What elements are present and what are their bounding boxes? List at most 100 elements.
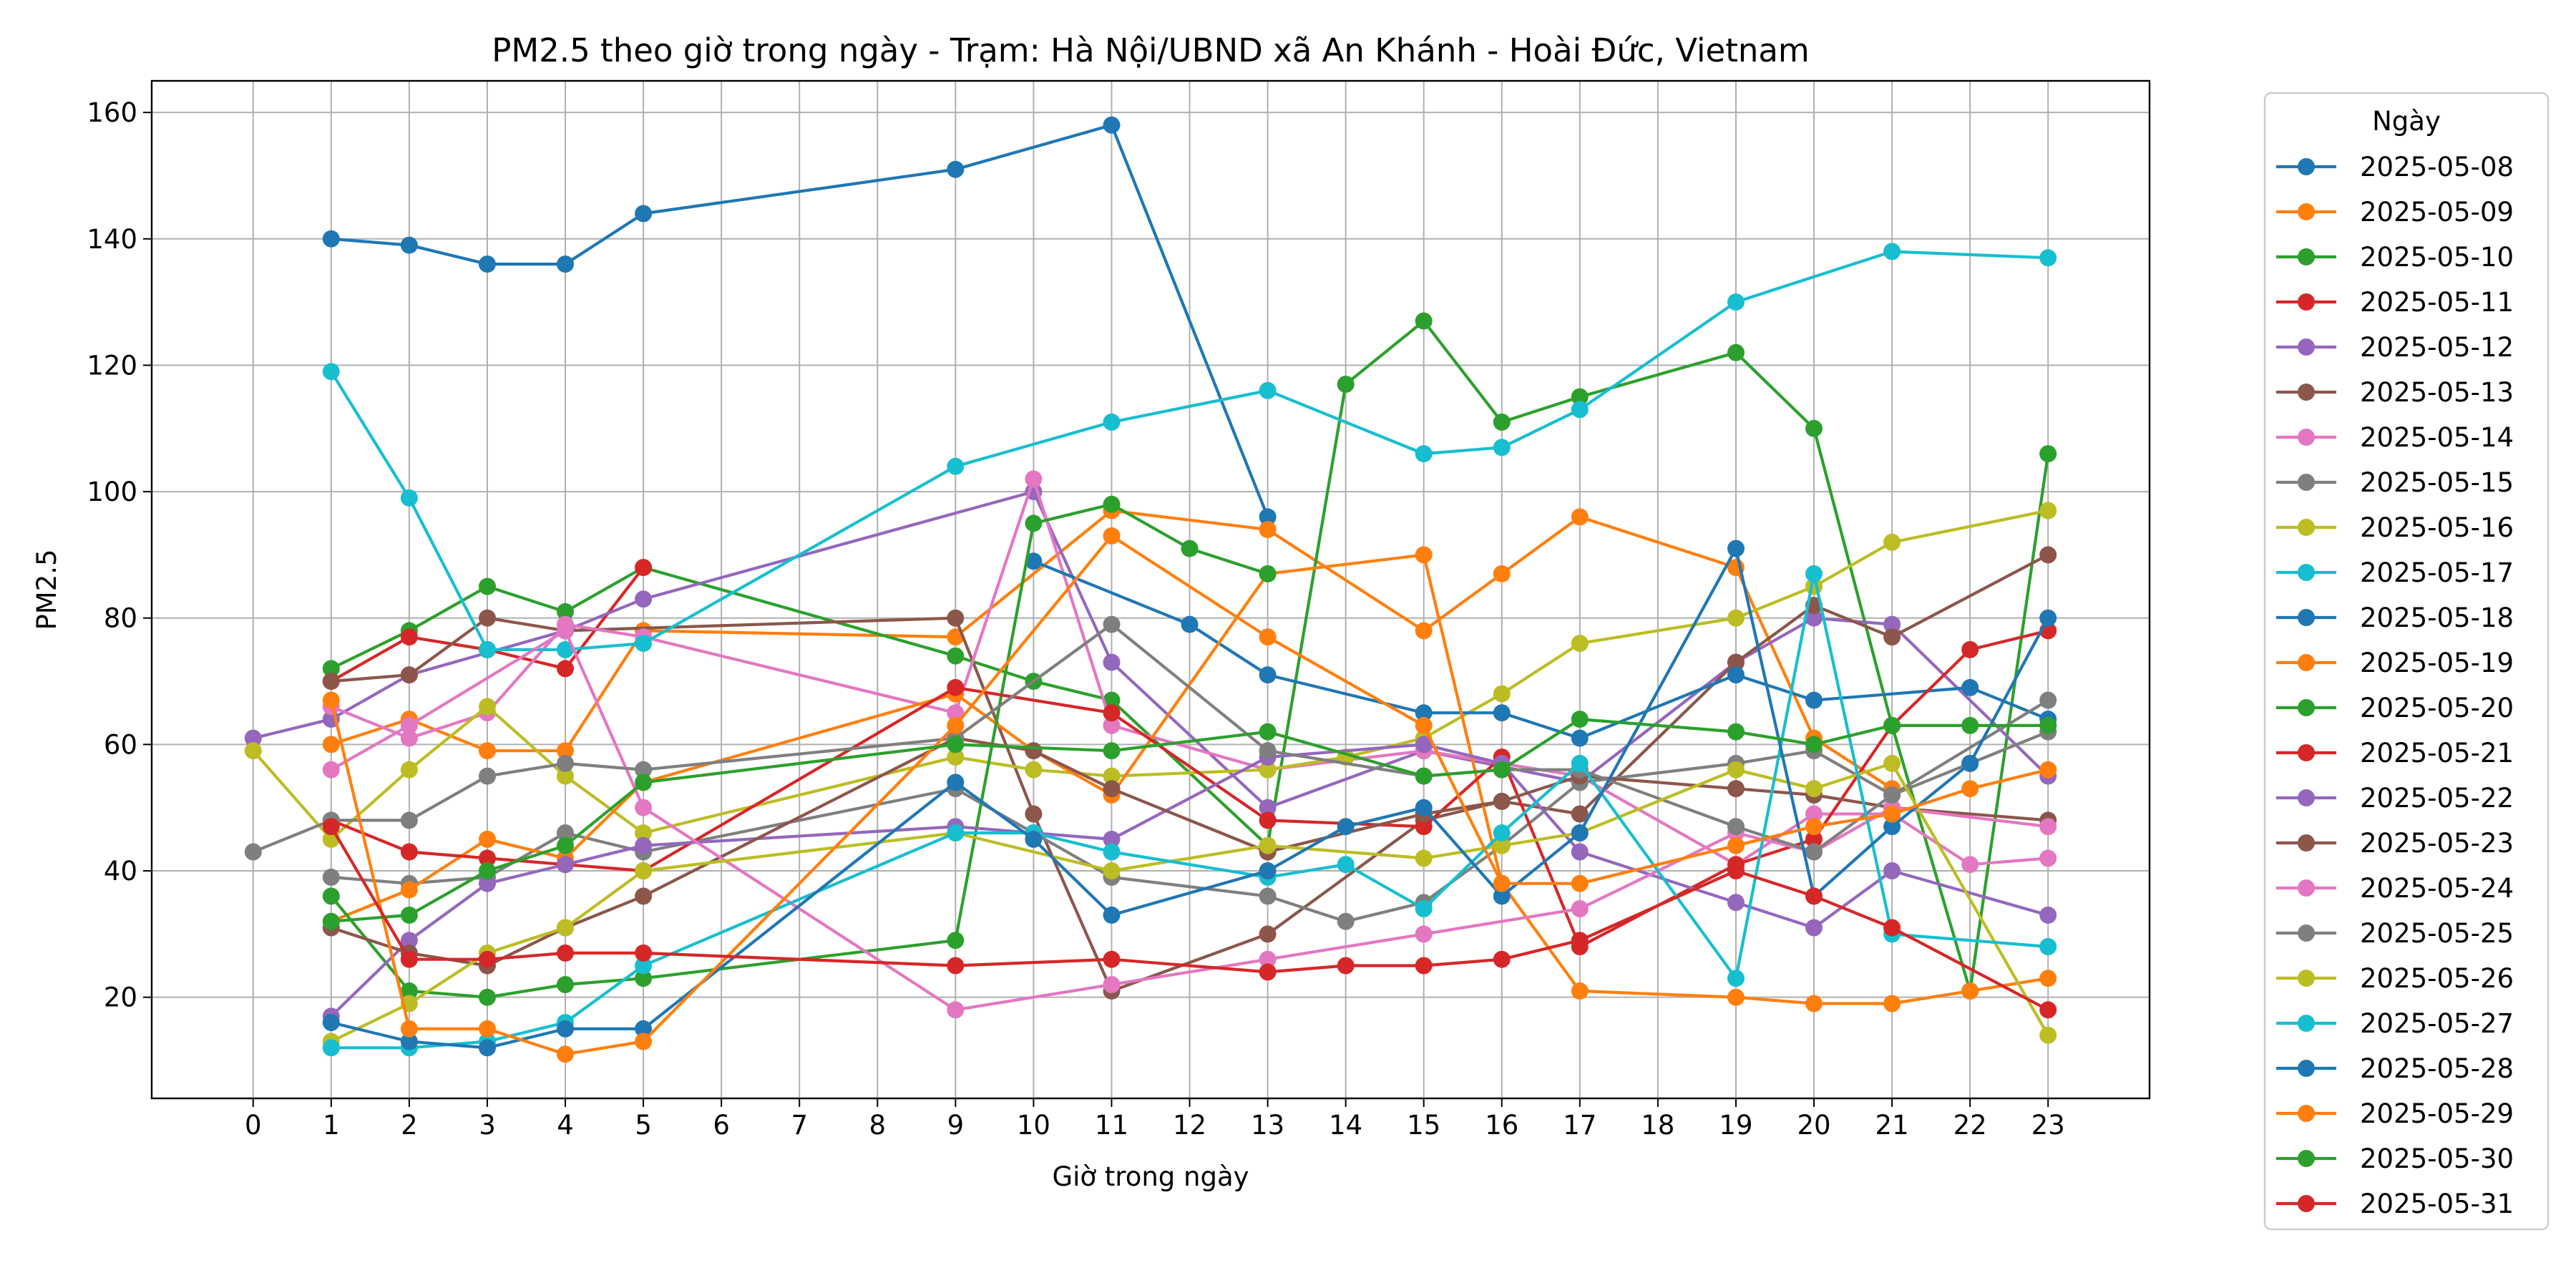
data-point — [557, 754, 574, 772]
legend-item: 2025-05-08 — [2276, 152, 2514, 182]
data-point — [1571, 401, 1589, 419]
x-axis-label: Giờ trong ngày — [1052, 1161, 1249, 1192]
data-point — [400, 1033, 418, 1050]
data-point — [1259, 565, 1277, 582]
data-point — [1181, 540, 1199, 557]
data-point — [1103, 976, 1121, 993]
legend-swatch-marker — [2298, 248, 2315, 265]
legend-item: 2025-05-19 — [2276, 648, 2514, 678]
data-point — [400, 843, 418, 861]
data-point — [1805, 995, 1823, 1013]
data-point — [1415, 957, 1433, 975]
data-point — [1103, 527, 1121, 545]
data-point — [2039, 609, 2057, 627]
data-point — [557, 602, 574, 620]
data-point — [400, 982, 418, 1000]
legend-swatch-marker — [2298, 338, 2315, 356]
data-point — [635, 590, 653, 608]
x-tick-label: 1 — [323, 1110, 340, 1141]
legend-swatch-marker — [2298, 203, 2315, 220]
y-tick-label: 80 — [104, 603, 137, 634]
data-point — [1571, 635, 1589, 653]
x-tick-label: 18 — [1641, 1110, 1674, 1141]
legend-swatch-marker — [2298, 1015, 2315, 1032]
data-point — [1103, 653, 1121, 671]
legend-swatch-marker — [2298, 1150, 2315, 1167]
legend-label: 2025-05-22 — [2360, 783, 2514, 814]
legend-items: 2025-05-08 2025-05-09 2025-05-10 2025-05-11… — [2276, 152, 2514, 1219]
series-2025-05-29 — [322, 527, 2057, 1063]
legend-label: 2025-05-13 — [2360, 377, 2514, 408]
legend-label: 2025-05-20 — [2360, 693, 2514, 723]
series-line — [329, 826, 2049, 1012]
data-point — [400, 729, 418, 747]
data-point — [2039, 1001, 2057, 1019]
data-point — [2039, 938, 2057, 955]
legend-item: 2025-05-28 — [2276, 1053, 2514, 1084]
data-point — [947, 824, 965, 841]
legend-swatch-marker — [2298, 699, 2315, 716]
legend-swatch-marker — [2298, 924, 2315, 942]
legend-swatch-marker — [2298, 158, 2315, 175]
data-point — [557, 742, 574, 760]
legend-label: 2025-05-31 — [2360, 1189, 2514, 1219]
legend-item: 2025-05-17 — [2276, 557, 2514, 588]
data-point — [1883, 243, 1901, 260]
data-point — [400, 236, 418, 254]
data-point — [1571, 874, 1589, 892]
legend-swatch-marker — [2298, 1060, 2315, 1077]
series-line — [331, 477, 2049, 867]
data-point — [635, 1020, 653, 1038]
data-point — [1259, 862, 1277, 879]
data-point — [2039, 970, 2057, 987]
data-point — [322, 1014, 340, 1031]
legend-item: 2025-05-16 — [2276, 512, 2514, 543]
data-point — [322, 691, 340, 709]
data-point — [1103, 691, 1121, 709]
legend-item: 2025-05-30 — [2276, 1143, 2514, 1174]
data-point — [1103, 116, 1121, 134]
data-point — [2039, 502, 2057, 519]
legend-label: 2025-05-30 — [2360, 1143, 2514, 1174]
data-point — [947, 1001, 965, 1019]
data-point — [2039, 716, 2057, 734]
legend-item: 2025-05-24 — [2276, 873, 2514, 904]
data-point — [479, 1020, 496, 1038]
legend-label: 2025-05-29 — [2360, 1098, 2514, 1129]
legend-swatch-marker — [2298, 654, 2315, 671]
x-tick-label: 10 — [1017, 1110, 1050, 1141]
data-point — [1805, 565, 1823, 582]
data-point — [1571, 932, 1589, 950]
x-tick-label: 13 — [1251, 1110, 1284, 1141]
data-point — [1493, 874, 1511, 892]
data-point — [1259, 723, 1277, 741]
legend-swatch-marker — [2298, 1105, 2315, 1122]
legend-item: 2025-05-29 — [2276, 1098, 2514, 1129]
y-tick-label: 140 — [87, 224, 137, 255]
legend-item: 2025-05-09 — [2276, 197, 2514, 228]
data-point — [1571, 900, 1589, 917]
data-point — [1493, 413, 1511, 431]
data-point — [322, 1039, 340, 1057]
series-2025-05-30 — [322, 711, 2057, 930]
data-point — [1415, 312, 1433, 330]
data-point — [635, 824, 653, 841]
data-point — [1103, 742, 1121, 760]
x-tick-label: 19 — [1719, 1110, 1752, 1141]
data-point — [1727, 780, 1745, 798]
data-point — [1337, 912, 1355, 930]
data-point — [1103, 495, 1121, 513]
data-point — [1103, 950, 1121, 968]
data-point — [947, 748, 965, 766]
data-point — [1337, 818, 1355, 836]
chart-title: PM2.5 theo giờ trong ngày - Trạm: Hà Nội… — [492, 31, 1810, 69]
data-point — [1727, 293, 1745, 311]
data-point — [557, 856, 574, 874]
data-point — [1571, 805, 1589, 823]
data-point — [1883, 995, 1901, 1013]
x-tick-label: 3 — [479, 1110, 496, 1141]
legend-item: 2025-05-23 — [2276, 828, 2514, 859]
data-point — [322, 887, 340, 905]
series-line — [253, 489, 2049, 809]
